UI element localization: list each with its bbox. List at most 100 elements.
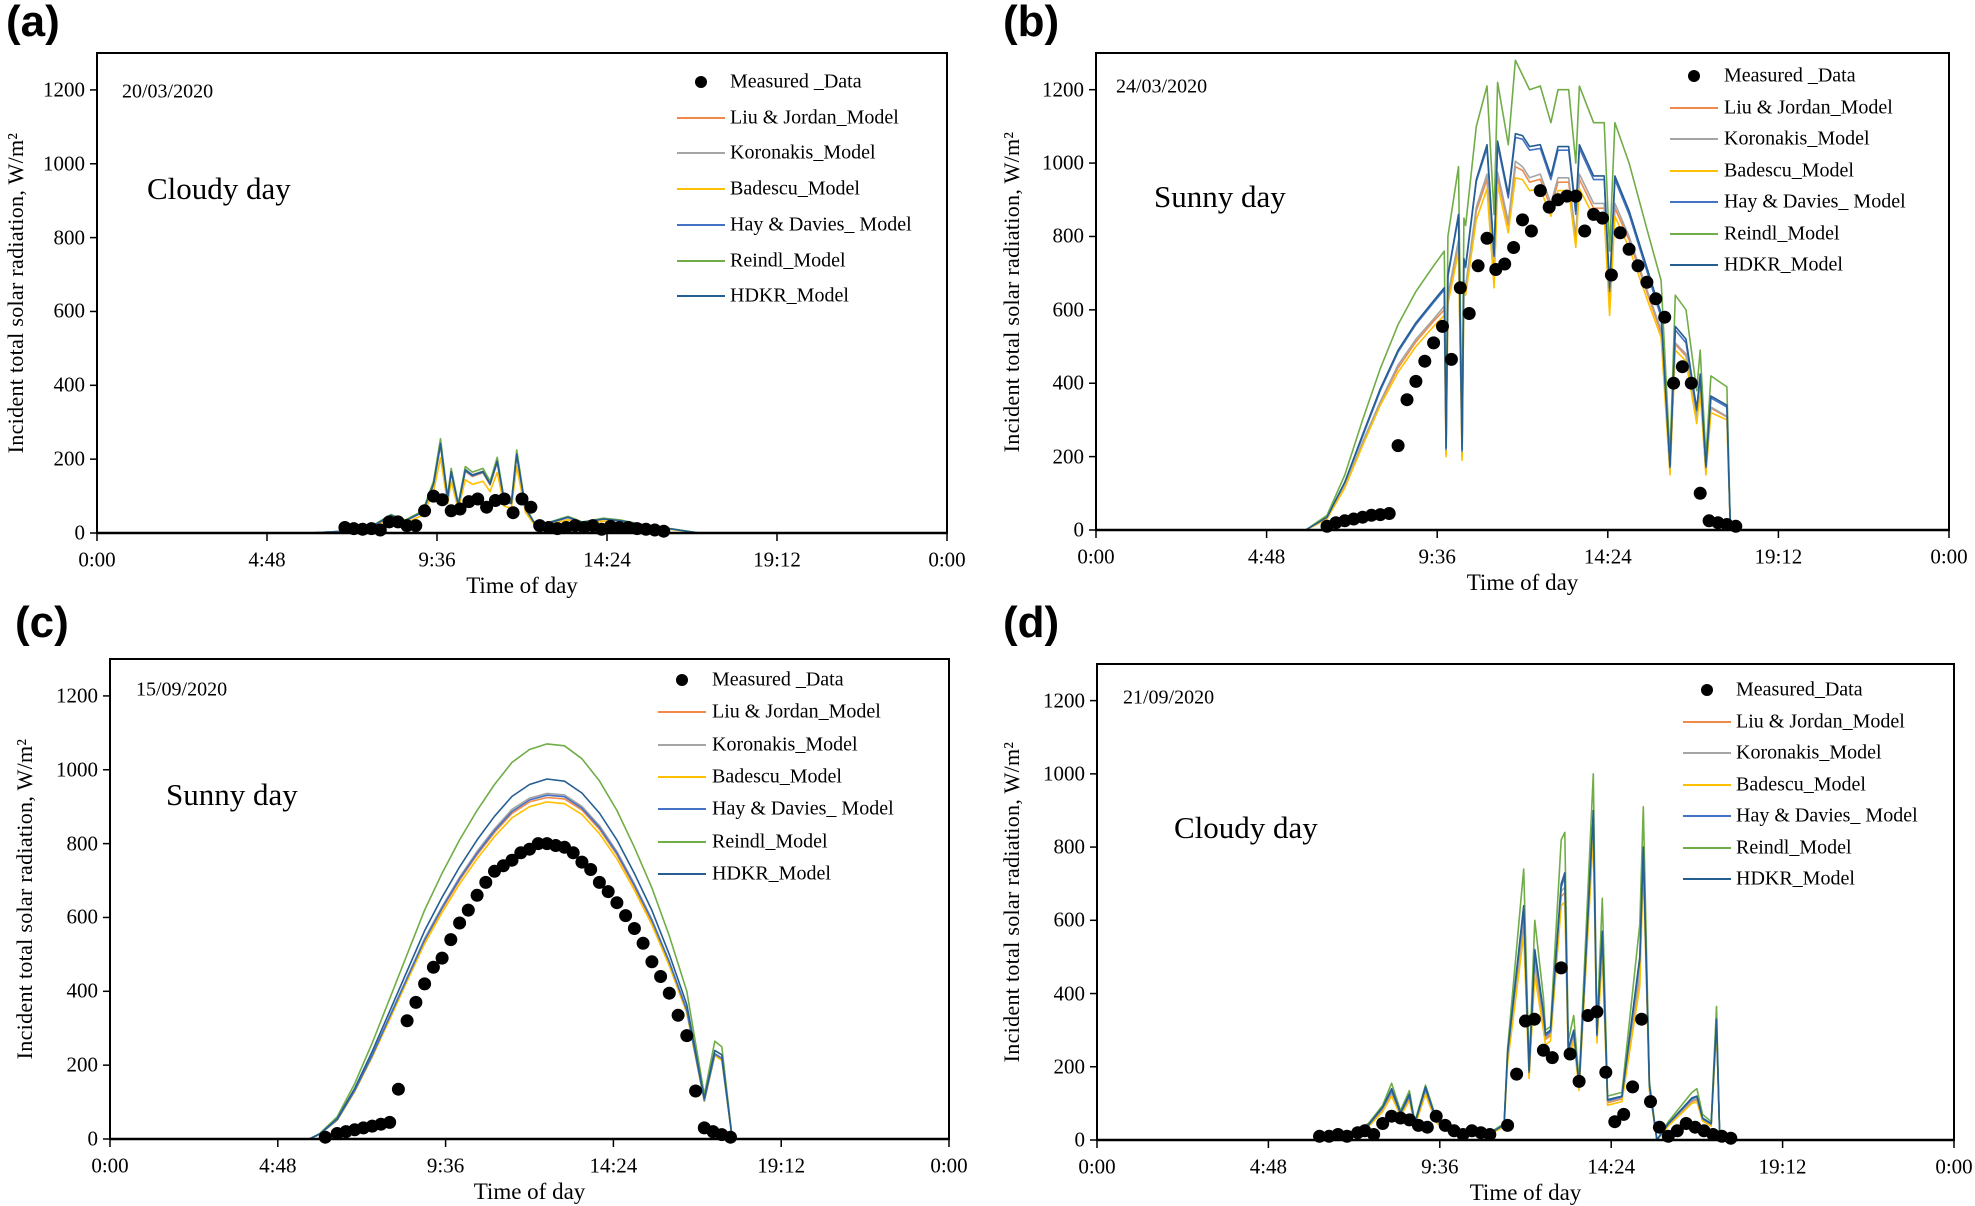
y-axis-title: Incident total solar radiation, W/m² bbox=[3, 132, 28, 454]
measured-data-point bbox=[1367, 1128, 1381, 1141]
series-line-liu-jordan-model bbox=[1096, 165, 1949, 531]
legend-line-swatch bbox=[677, 223, 725, 226]
x-tick-label: 19:12 bbox=[1754, 544, 1803, 569]
legend-label: Hay & Davies_ Model bbox=[1724, 190, 1906, 213]
measured-data-point bbox=[1608, 1115, 1622, 1129]
measured-data-point bbox=[1418, 354, 1432, 368]
measured-data-point bbox=[1599, 1065, 1613, 1079]
measured-data-point bbox=[1658, 310, 1672, 324]
legend-line-swatch bbox=[658, 840, 706, 843]
measured-data-point bbox=[654, 970, 668, 983]
x-tick-label: 0:00 bbox=[1078, 1154, 1116, 1179]
y-tick-label: 200 bbox=[1052, 444, 1085, 469]
panel-label: (b) bbox=[1003, 0, 1060, 46]
legend-label: Measured_Data bbox=[1736, 678, 1863, 701]
measured-data-point bbox=[1444, 352, 1458, 366]
legend-label: Koronakis_Model bbox=[1736, 741, 1882, 764]
measured-data-point bbox=[1510, 1067, 1524, 1081]
measured-data-point bbox=[409, 519, 423, 533]
measured-data-point bbox=[1626, 1080, 1640, 1094]
measured-data-point bbox=[636, 936, 650, 950]
y-tick-label: 400 bbox=[1052, 370, 1085, 395]
y-tick-label: 800 bbox=[1053, 834, 1086, 859]
measured-data-point bbox=[391, 1082, 405, 1096]
measured-data-point bbox=[1462, 307, 1476, 320]
legend-line-swatch bbox=[1683, 846, 1731, 849]
legend-line-swatch bbox=[1670, 169, 1718, 172]
panel-label: (d) bbox=[1003, 598, 1060, 647]
measured-data-point bbox=[612, 521, 626, 534]
legend-line-swatch bbox=[677, 259, 725, 262]
chart-panel-c: 0 200 400 600 800 1000 1200 0:00 4:48 9:36 14:24 19… bbox=[56, 658, 968, 1204]
series-line-reindl-model bbox=[1096, 59, 1949, 531]
legend-line-swatch bbox=[1683, 878, 1731, 880]
measured-data-point bbox=[1560, 189, 1574, 203]
legend-marker-dot bbox=[1701, 684, 1713, 696]
measured-data-point bbox=[1578, 224, 1592, 238]
legend-label: Koronakis_Model bbox=[712, 733, 858, 756]
day-type-annotation: Cloudy day bbox=[1174, 810, 1318, 845]
legend-line-swatch bbox=[658, 808, 706, 811]
measured-data-point bbox=[1596, 211, 1609, 225]
measured-data-point bbox=[505, 853, 519, 867]
legend-label: Liu & Jordan_Model bbox=[712, 700, 881, 723]
y-tick-label: 1200 bbox=[1042, 77, 1084, 102]
legend-label: HDKR_Model bbox=[1736, 867, 1855, 890]
measured-data-point bbox=[1501, 1118, 1515, 1132]
measured-data-point bbox=[1471, 259, 1485, 273]
measured-data-point bbox=[1724, 1131, 1738, 1145]
legend-line-swatch bbox=[677, 188, 725, 191]
date-label: 15/09/2020 bbox=[136, 678, 228, 701]
measured-data-point bbox=[470, 888, 484, 902]
measured-data-point bbox=[671, 1008, 685, 1022]
legend-label: Reindl_Model bbox=[730, 249, 846, 271]
y-tick-label: 600 bbox=[1052, 297, 1085, 322]
measured-data-point bbox=[1545, 1051, 1559, 1065]
measured-data-point bbox=[1617, 1107, 1631, 1121]
legend-label: HDKR_Model bbox=[1724, 253, 1843, 276]
legend-label: Liu & Jordan_Model bbox=[1736, 710, 1905, 732]
legend-label: Liu & Jordan_Model bbox=[1724, 96, 1893, 118]
measured-data-point bbox=[1644, 1095, 1657, 1109]
measured-data-point bbox=[662, 986, 676, 1000]
measured-data-point bbox=[1563, 1047, 1577, 1061]
y-tick-label: 600 bbox=[66, 904, 99, 929]
measured-data-point bbox=[627, 922, 641, 935]
x-tick-label: 4:48 bbox=[248, 547, 286, 572]
legend-line-swatch bbox=[1670, 264, 1718, 266]
measured-data-point bbox=[584, 863, 598, 876]
legend-label: Hay & Davies_ Model bbox=[730, 213, 912, 236]
legend-label: Measured _Data bbox=[1724, 64, 1856, 87]
y-tick-label: 200 bbox=[53, 446, 86, 471]
series-line-hdkr-model bbox=[1097, 809, 1954, 1141]
plot-frame bbox=[1096, 663, 1955, 1141]
x-tick-label: 14:24 bbox=[1583, 544, 1632, 569]
measured-data-point bbox=[645, 955, 659, 969]
x-tick-label: 4:48 bbox=[1249, 1154, 1288, 1179]
series-line-hay-davies-model bbox=[1096, 136, 1949, 531]
measured-data-point bbox=[426, 960, 440, 974]
measured-data-point bbox=[1400, 393, 1414, 407]
measured-data-point bbox=[1483, 1128, 1497, 1141]
measured-data-point bbox=[435, 493, 449, 507]
x-tick-label: 19:12 bbox=[753, 547, 801, 572]
plot-frame bbox=[1095, 52, 1950, 531]
y-tick-label: 800 bbox=[1052, 223, 1085, 248]
measured-data-point bbox=[1536, 1043, 1550, 1057]
measured-data-point bbox=[1524, 224, 1538, 238]
measured-data-point bbox=[1667, 376, 1681, 390]
legend-label: Badescu_Model bbox=[1736, 773, 1866, 795]
legend-label: HDKR_Model bbox=[712, 862, 831, 885]
date-label: 24/03/2020 bbox=[1116, 75, 1208, 98]
x-tick-label: 19:12 bbox=[1758, 1154, 1807, 1179]
measured-data-point bbox=[680, 1029, 694, 1043]
legend-line-swatch bbox=[658, 872, 706, 875]
measured-data-point bbox=[1652, 1120, 1666, 1134]
measured-data-point bbox=[1631, 259, 1645, 273]
measured-data-point bbox=[453, 502, 467, 516]
measured-data-point bbox=[1427, 336, 1441, 350]
y-tick-label: 1000 bbox=[56, 757, 98, 782]
y-tick-label: 400 bbox=[1053, 981, 1086, 1006]
measured-data-point bbox=[1409, 374, 1423, 388]
measured-data-point bbox=[1670, 1124, 1684, 1138]
